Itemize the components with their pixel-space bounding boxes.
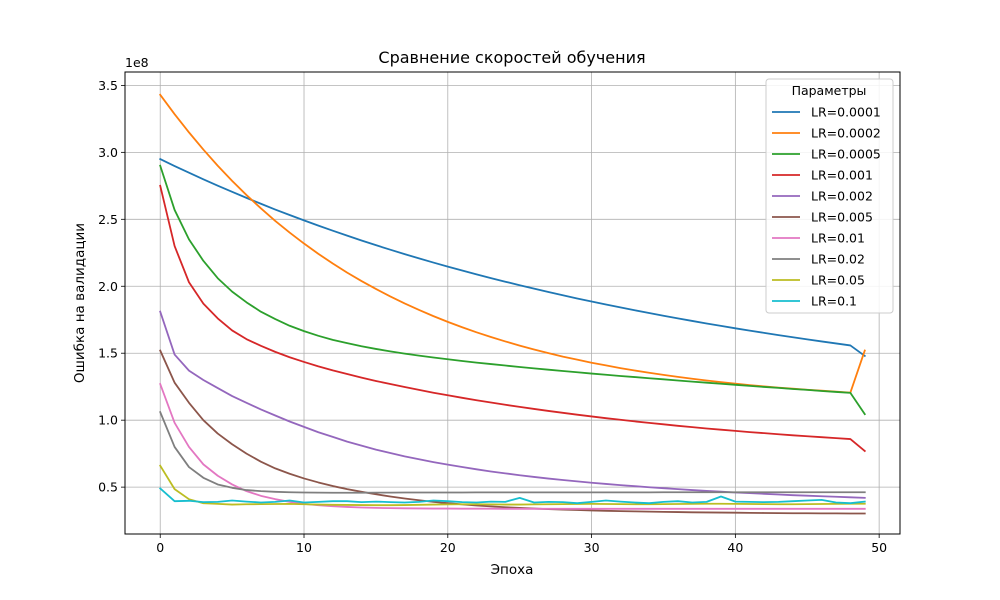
legend-label-lr-0-005: LR=0.005 (811, 210, 873, 225)
legend-label-lr-0-002: LR=0.002 (811, 189, 873, 204)
x-tick-label: 40 (727, 540, 743, 555)
series-line-lr-0-0001 (159, 157, 867, 358)
series-line-lr-0-01 (159, 382, 866, 510)
y-tick-label: 1.0 (98, 413, 118, 428)
y-tick-label: 0.5 (98, 480, 118, 495)
legend-label-lr-0-02: LR=0.02 (811, 252, 865, 267)
legend-box (765, 78, 894, 314)
x-tick-label: 10 (296, 540, 312, 555)
legend-items: LR=0.0001 LR=0.0002 LR=0.0005 LR=0.001 LR=0.… (772, 105, 881, 309)
series-line-lr-0-1 (158, 487, 866, 505)
series-line-lr-0-005 (159, 349, 866, 515)
y-axis-label: Ошибка на валидации (72, 223, 88, 383)
legend-label-lr-0-0002: LR=0.0002 (811, 126, 881, 141)
x-tick-label: 30 (584, 540, 600, 555)
y-tick-label: 3.0 (98, 145, 118, 160)
plot-frame (124, 71, 901, 535)
legend-label-lr-0-05: LR=0.05 (811, 273, 865, 288)
legend-label-lr-0-1: LR=0.1 (811, 294, 857, 309)
x-axis-ticks: 0 10 20 30 40 50 (156, 534, 887, 555)
x-tick-label: 0 (156, 540, 164, 555)
y-axis-multiplier: 1e8 (125, 55, 149, 70)
x-tick-label: 20 (440, 540, 456, 555)
y-tick-label: 2.0 (98, 279, 118, 294)
series-line-lr-0-0005 (159, 164, 867, 416)
series-line-lr-0-001 (159, 184, 867, 453)
legend: Параметры LR=0.0001LR=0.0002LR=0.0005LR=… (765, 78, 894, 314)
legend-label-lr-0-001: LR=0.001 (811, 168, 873, 183)
series-line-lr-0-02 (159, 410, 866, 494)
y-tick-label: 1.5 (98, 346, 118, 361)
y-tick-label: 3.5 (98, 78, 118, 93)
legend-title: Параметры (792, 83, 867, 98)
x-axis-label: Эпоха (491, 562, 534, 578)
legend-label-lr-0-01: LR=0.01 (811, 231, 865, 246)
series-lines (158, 93, 867, 515)
legend-label-lr-0-0001: LR=0.0001 (811, 105, 881, 120)
chart-title: Сравнение скоростей обучения (378, 48, 645, 67)
series-line-lr-0-05 (158, 464, 866, 507)
y-tick-label: 2.5 (98, 212, 118, 227)
legend-label-lr-0-0005: LR=0.0005 (811, 147, 881, 162)
x-tick-label: 50 (871, 540, 887, 555)
y-axis-ticks: 0.5 1.0 1.5 2.0 2.5 3.0 3.5 (98, 78, 125, 495)
